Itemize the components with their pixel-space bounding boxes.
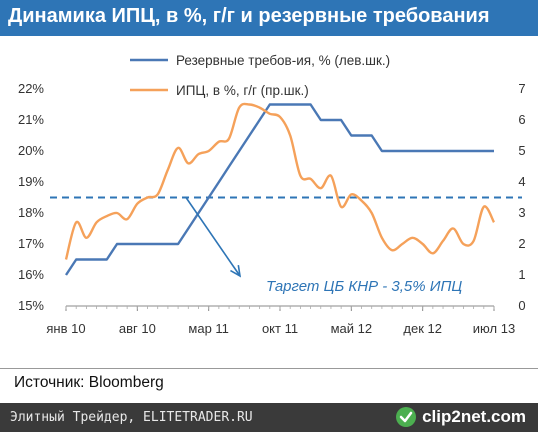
brand[interactable]: clip2net.com [395, 406, 526, 428]
footer-caption: Элитный Трейдер, ELITETRADER.RU [10, 410, 253, 425]
y-right-tick-label: 2 [518, 236, 525, 251]
clip2net-logo-icon [396, 407, 417, 427]
y-right-tick-label: 3 [518, 205, 525, 220]
y-left-tick-label: 16% [18, 267, 44, 282]
target-annotation: Таргет ЦБ КНР - 3,5% ИПЦ [266, 278, 462, 295]
x-tick-label: июл 13 [473, 321, 515, 336]
y-right-tick-label: 5 [518, 143, 525, 158]
x-tick-label: май 12 [331, 321, 373, 336]
series-line-cpi [64, 102, 496, 260]
arrow-shaft [185, 197, 241, 277]
x-tick-label: мар 11 [188, 321, 229, 336]
x-tick-label: окт 11 [262, 321, 298, 336]
y-left-tick-label: 17% [18, 236, 44, 251]
footer-bar: Элитный Трейдер, ELITETRADER.RU clip2net… [0, 403, 538, 432]
y-left-tick-label: 21% [18, 112, 44, 127]
legend-label-reserve: Резервные требов-ия, % (лев.шк.) [176, 53, 390, 68]
y-right-tick-label: 1 [518, 267, 525, 282]
y-left-tick-label: 19% [18, 174, 44, 189]
series-line-reserve [64, 103, 494, 276]
series-group [64, 102, 496, 276]
brand-name: clip2net.com [422, 407, 526, 426]
y-left-tick-label: 22% [18, 81, 44, 96]
annotation-arrow [185, 197, 242, 278]
y-axis-right: 0 1 2 3 4 5 6 7 [518, 81, 525, 313]
x-tick-label: авг 10 [119, 321, 156, 336]
y-left-tick-label: 18% [18, 205, 44, 220]
x-axis: янв 10 авг 10 мар 11 окт 11 май 12 дек 12 июл … [46, 305, 515, 336]
legend: Резервные требов-ия, % (лев.шк.) ИПЦ, в … [130, 53, 390, 98]
y-axis-left: 15% 16% 17% 18% 19% 20% 21% 22% [18, 81, 44, 313]
y-right-tick-label: 7 [518, 81, 525, 96]
y-left-tick-label: 20% [18, 143, 44, 158]
title-bar: Динамика ИПЦ, в %, г/г и резервные требо… [0, 0, 538, 36]
y-right-tick-label: 0 [518, 298, 525, 313]
source-divider [0, 368, 538, 369]
y-left-tick-label: 15% [18, 298, 44, 313]
source-note: Источник: Bloomberg [14, 374, 164, 391]
y-right-tick-label: 6 [518, 112, 525, 127]
page-title: Динамика ИПЦ, в %, г/г и резервные требо… [8, 5, 490, 27]
y-right-tick-label: 4 [518, 174, 525, 189]
legend-label-cpi: ИПЦ, в %, г/г (пр.шк.) [176, 83, 309, 98]
chart: янв 10 авг 10 мар 11 окт 11 май 12 дек 12 июл … [18, 53, 526, 336]
x-tick-label: дек 12 [403, 321, 442, 336]
arrow-head [230, 265, 242, 278]
x-tick-label: янв 10 [46, 321, 85, 336]
